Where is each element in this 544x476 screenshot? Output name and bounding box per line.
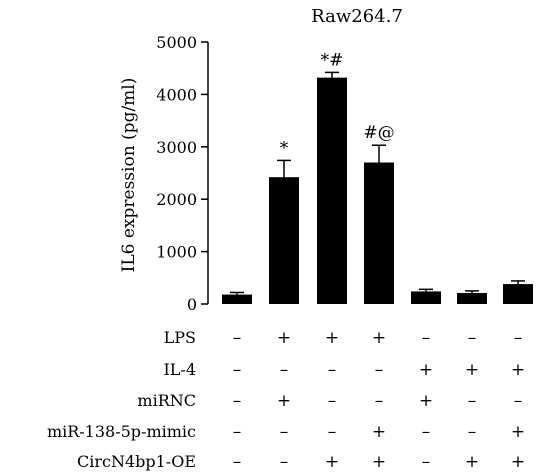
- significance-label: #@: [363, 123, 394, 143]
- bar: [222, 294, 252, 304]
- y-tick-label: 3000: [156, 138, 197, 157]
- chart-title: Raw264.7: [311, 6, 403, 27]
- condition-sign: –: [328, 422, 337, 442]
- condition-sign: +: [325, 328, 339, 348]
- bar: [317, 77, 347, 304]
- condition-sign: –: [468, 422, 477, 442]
- condition-sign: +: [372, 452, 386, 472]
- bar: [411, 291, 441, 304]
- condition-sign: –: [468, 391, 477, 411]
- condition-sign: +: [465, 360, 479, 380]
- condition-sign: –: [328, 391, 337, 411]
- condition-label: miR-138-5p-mimic: [47, 422, 196, 441]
- condition-sign: +: [419, 391, 433, 411]
- bar: [503, 284, 533, 304]
- condition-sign: –: [233, 391, 242, 411]
- y-tick-label: 1000: [156, 243, 197, 262]
- error-bars: [230, 71, 525, 295]
- bar: [457, 292, 487, 304]
- condition-sign: –: [280, 452, 289, 472]
- bars: [222, 77, 533, 304]
- condition-sign: –: [233, 328, 242, 348]
- condition-table: LPS – + + + – – – IL-4 – – – – + + + miRNC – + – – + – – miR-138…: [47, 328, 525, 472]
- condition-sign: –: [375, 360, 384, 380]
- condition-sign: +: [511, 422, 525, 442]
- condition-sign: –: [280, 422, 289, 442]
- condition-label: CircN4bp1-OE: [77, 452, 196, 471]
- y-tick-label: 0: [187, 295, 197, 314]
- y-tick-label: 4000: [156, 85, 197, 104]
- condition-sign: –: [280, 360, 289, 380]
- condition-sign: +: [372, 328, 386, 348]
- condition-sign: –: [514, 328, 523, 348]
- condition-sign: +: [277, 328, 291, 348]
- y-tick-label: 5000: [156, 33, 197, 52]
- condition-label: IL-4: [163, 360, 196, 379]
- condition-sign: +: [419, 360, 433, 380]
- condition-sign: –: [514, 391, 523, 411]
- condition-sign: –: [233, 452, 242, 472]
- y-axis-ticks: 0 1000 2000 3000 4000 5000: [156, 33, 208, 314]
- condition-sign: –: [422, 328, 431, 348]
- condition-sign: –: [233, 422, 242, 442]
- condition-label: miRNC: [137, 391, 196, 410]
- condition-sign: –: [328, 360, 337, 380]
- condition-sign: +: [372, 422, 386, 442]
- condition-sign: +: [325, 452, 339, 472]
- condition-label: LPS: [164, 328, 196, 347]
- y-tick-label: 2000: [156, 190, 197, 209]
- condition-sign: +: [465, 452, 479, 472]
- condition-sign: +: [511, 452, 525, 472]
- bar: [364, 162, 394, 304]
- significance-label: *: [280, 138, 289, 158]
- condition-sign: +: [277, 391, 291, 411]
- bar: [269, 177, 299, 304]
- significance-label: *#: [321, 50, 344, 70]
- significance-annotations: * *# #@: [280, 50, 395, 158]
- condition-sign: –: [468, 328, 477, 348]
- condition-sign: –: [422, 452, 431, 472]
- y-axis-label: IL6 expression (pg/ml): [119, 78, 139, 273]
- condition-sign: –: [375, 391, 384, 411]
- condition-sign: –: [233, 360, 242, 380]
- condition-sign: +: [511, 360, 525, 380]
- condition-sign: –: [422, 422, 431, 442]
